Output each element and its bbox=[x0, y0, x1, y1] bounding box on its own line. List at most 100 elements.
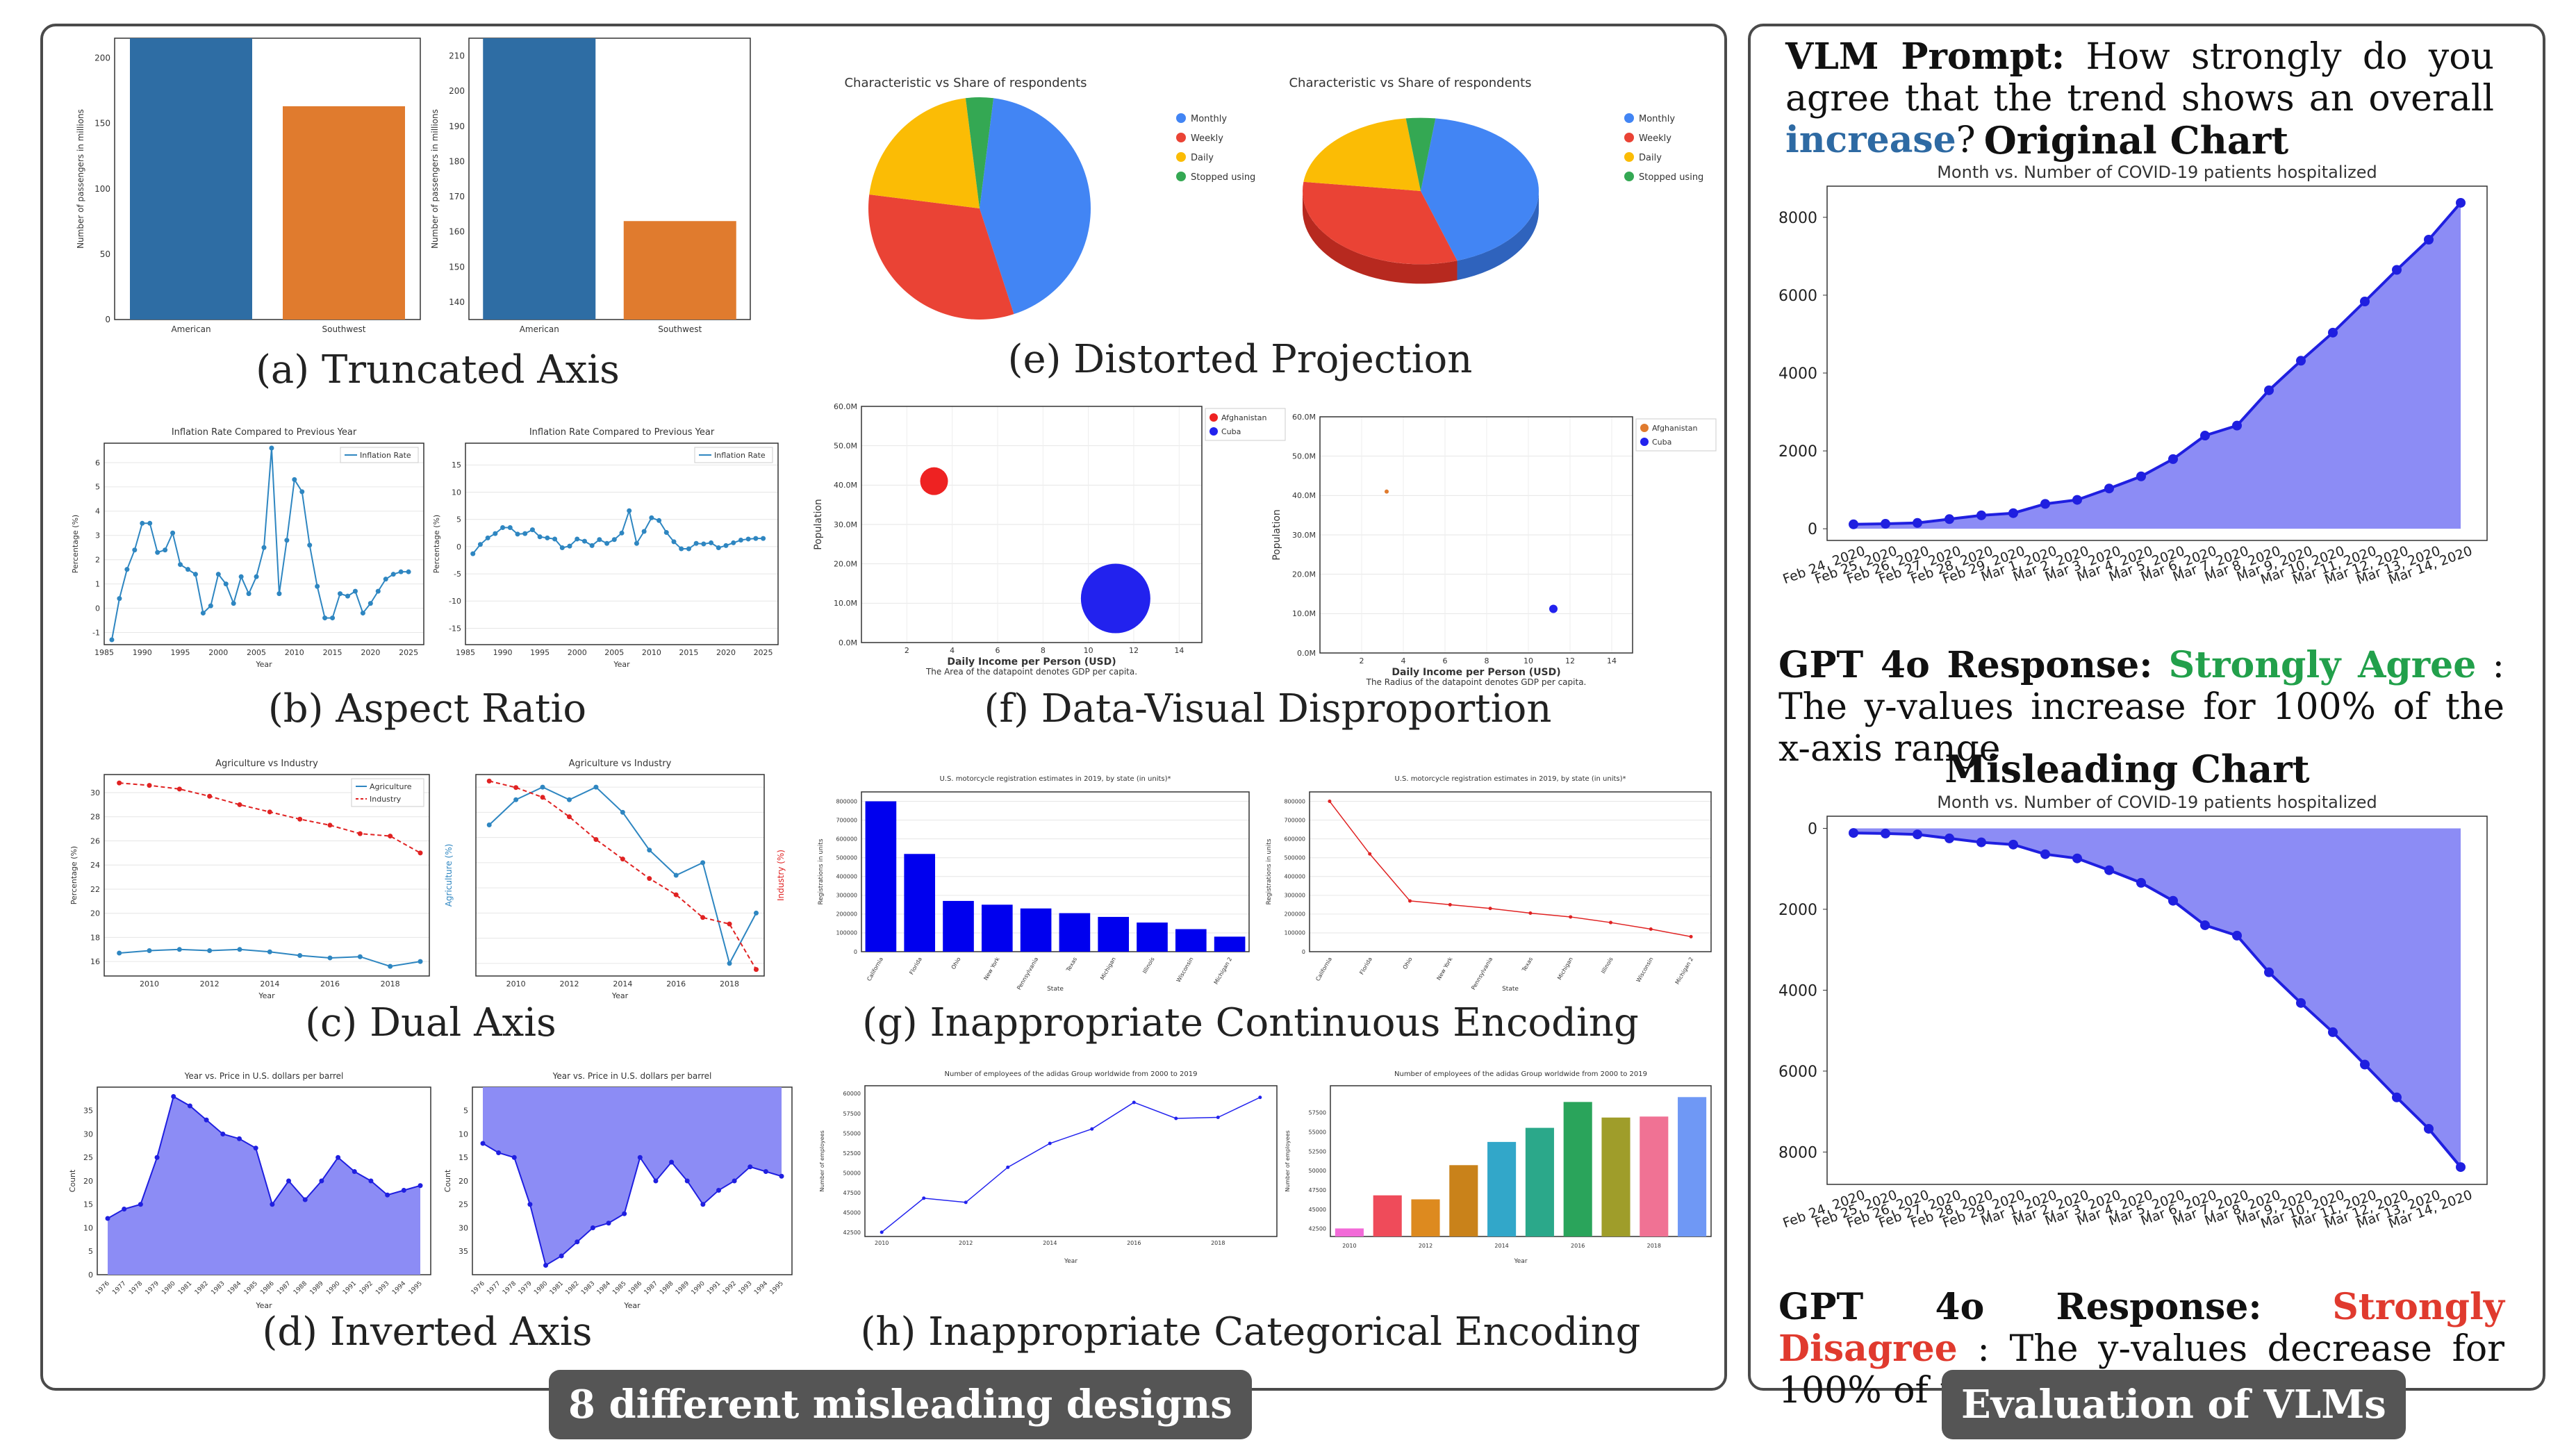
x-tick-label: Texas bbox=[1065, 957, 1078, 974]
agriculture-point bbox=[267, 949, 272, 954]
chart-g-line-misleading: U.S. motorcycle registration estimates i… bbox=[1266, 775, 1712, 993]
industry-point bbox=[753, 967, 759, 973]
data-point bbox=[2360, 297, 2370, 307]
x-tick-label: 1981 bbox=[549, 1280, 565, 1296]
data-point bbox=[254, 574, 259, 579]
data-point bbox=[109, 637, 115, 643]
plot-frame bbox=[1826, 185, 2488, 541]
plot-frame bbox=[864, 1085, 1278, 1237]
bar bbox=[1059, 913, 1091, 952]
x-axis-label: Year bbox=[613, 660, 630, 669]
x-tick-label: 2000 bbox=[208, 648, 228, 657]
y-tick-label: 170 bbox=[449, 192, 465, 201]
x-tick-label: 2020 bbox=[361, 648, 380, 657]
prompt-text: How strongly do you agree that the trend… bbox=[1785, 36, 2494, 119]
data-point bbox=[1849, 519, 1858, 529]
y-tick-label: 0 bbox=[456, 543, 461, 552]
data-point bbox=[352, 1169, 357, 1174]
y-tick-label: 50000 bbox=[843, 1170, 861, 1176]
data-point bbox=[1849, 828, 1858, 838]
bar bbox=[904, 854, 936, 952]
industry-point bbox=[176, 786, 182, 792]
x-tick-label: 2018 bbox=[720, 979, 739, 988]
chart-title: Month vs. Number of COVID-19 patients ho… bbox=[1937, 793, 2377, 812]
data-point bbox=[368, 1178, 374, 1184]
data-point bbox=[1913, 829, 1922, 840]
plot-frame bbox=[1319, 416, 1633, 654]
y-tick-label: 100 bbox=[94, 184, 110, 194]
y-tick-label: 25 bbox=[459, 1200, 468, 1209]
x-tick-label: 1990 bbox=[325, 1280, 341, 1296]
bar bbox=[1640, 1116, 1669, 1236]
data-point bbox=[270, 1202, 275, 1207]
data-point bbox=[1090, 1127, 1094, 1131]
legend-swatch bbox=[1176, 133, 1186, 142]
x-tick-label: 2010 bbox=[1342, 1243, 1356, 1249]
data-point bbox=[2104, 865, 2114, 875]
data-point bbox=[1006, 1165, 1010, 1169]
data-point bbox=[292, 477, 297, 482]
x-tick-label: 2014 bbox=[1494, 1243, 1508, 1249]
x-tick-label: 1993 bbox=[374, 1280, 390, 1296]
y-tick-label: 200 bbox=[94, 53, 110, 63]
data-point bbox=[200, 611, 206, 616]
legend-label: Inflation Rate bbox=[360, 451, 411, 460]
data-point bbox=[545, 535, 550, 540]
y-tick-label: 35 bbox=[459, 1247, 468, 1256]
x-tick-label: 2025 bbox=[399, 648, 418, 657]
data-point bbox=[336, 1155, 341, 1160]
x-tick-label: California bbox=[866, 956, 884, 982]
x-tick-label: 2 bbox=[1360, 656, 1364, 665]
agriculture-point bbox=[297, 952, 303, 958]
x-tick-label: 1995 bbox=[408, 1280, 424, 1296]
y-tick-label: 10.0M bbox=[1292, 609, 1316, 618]
y-tick-label: 0 bbox=[1808, 521, 1817, 538]
chart-original-covid: Month vs. Number of COVID-19 patients ho… bbox=[1778, 163, 2488, 588]
x-tick-label: Wisconsin bbox=[1175, 957, 1195, 984]
x-tick-label: 1986 bbox=[260, 1280, 276, 1296]
data-point bbox=[1216, 1116, 1220, 1120]
x-tick-label: 8 bbox=[1041, 646, 1046, 655]
y-tick-label: 26 bbox=[90, 836, 100, 845]
y-tick-label: 57500 bbox=[843, 1111, 861, 1117]
data-point bbox=[2296, 356, 2306, 366]
data-point bbox=[763, 1169, 768, 1174]
bar bbox=[1373, 1195, 1402, 1236]
data-point bbox=[2392, 265, 2402, 275]
data-point bbox=[1913, 518, 1922, 528]
x-tick-label: 2014 bbox=[260, 979, 279, 988]
data-point bbox=[1528, 911, 1533, 916]
x-tick-label: 2018 bbox=[381, 979, 400, 988]
data-point bbox=[1689, 934, 1693, 938]
industry-point bbox=[327, 822, 333, 828]
plot-frame bbox=[465, 442, 779, 645]
data-point bbox=[653, 1178, 659, 1184]
y-tick-label: 100000 bbox=[836, 930, 857, 936]
x-tick-label: 1981 bbox=[177, 1280, 193, 1296]
y-tick-label: 50.0M bbox=[1292, 452, 1316, 461]
x-tick-label: American bbox=[520, 324, 559, 334]
chart-title: Number of employees of the adidas Group … bbox=[1394, 1070, 1647, 1078]
data-point bbox=[493, 531, 498, 536]
data-point bbox=[559, 1253, 564, 1259]
data-point bbox=[204, 1117, 209, 1123]
data-point bbox=[1569, 915, 1573, 919]
data-point bbox=[693, 540, 699, 546]
data-point bbox=[552, 536, 558, 542]
data-point bbox=[606, 1221, 611, 1226]
y-axis-label: Count bbox=[68, 1169, 77, 1192]
bar bbox=[1487, 1141, 1517, 1236]
y-tick-label: 150 bbox=[449, 262, 465, 272]
data-point bbox=[748, 1164, 753, 1170]
chart-c-dual-axis: Agriculture vs Industry Agriculture (%) In… bbox=[444, 759, 786, 1000]
scatter-point bbox=[1385, 489, 1389, 494]
y-axis-label: Registrations in units bbox=[818, 838, 825, 904]
y-axis-label: Registrations in units bbox=[1266, 838, 1273, 904]
bar bbox=[1525, 1127, 1554, 1236]
x-tick-label: 14 bbox=[1174, 646, 1184, 655]
pie-slice bbox=[869, 98, 980, 208]
data-point bbox=[124, 567, 130, 572]
y-tick-label: 0 bbox=[854, 949, 857, 955]
data-point bbox=[1048, 1141, 1052, 1145]
bar bbox=[130, 38, 252, 320]
